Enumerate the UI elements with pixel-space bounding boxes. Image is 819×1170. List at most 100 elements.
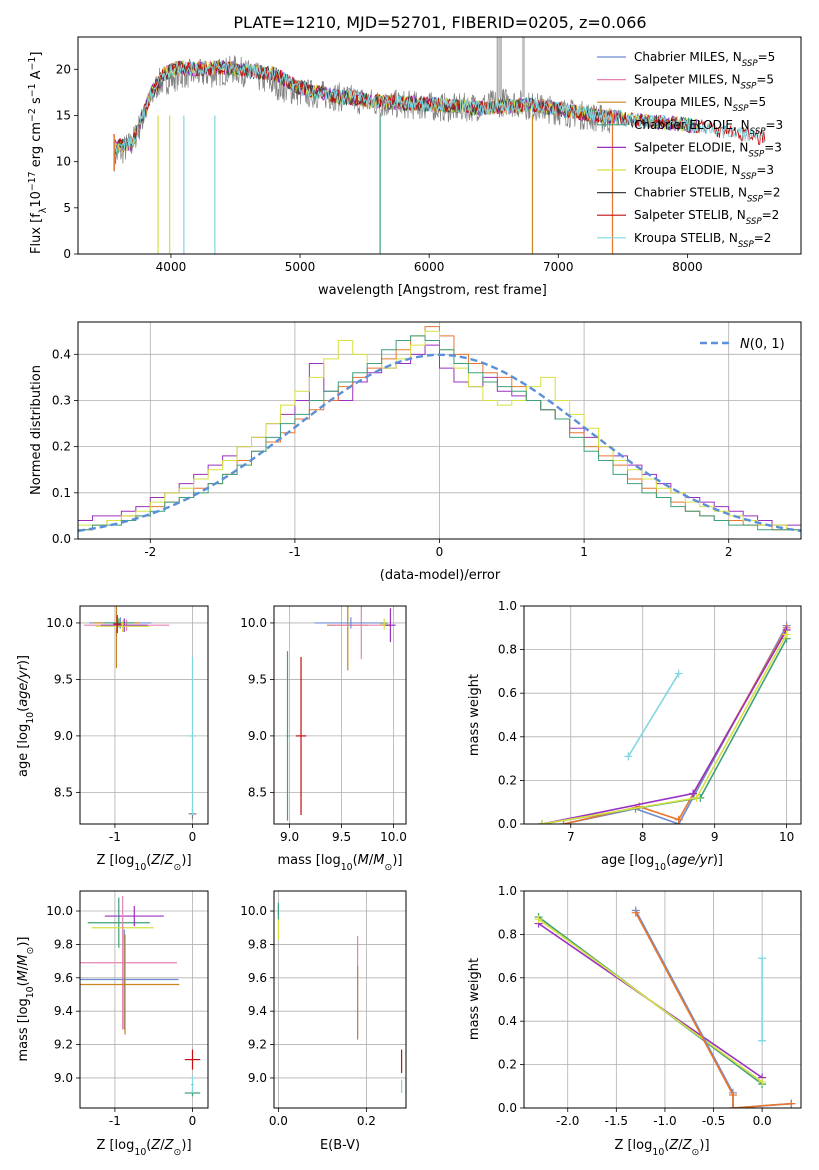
y-tick-label: 0.4 [498,730,517,744]
model-spectrum-line [113,59,766,156]
series-line [635,912,792,1108]
y-tick-label: 0 [63,247,71,261]
y-tick-label: 9.0 [248,729,267,743]
x-axis-label: age [log10(age/yr)] [601,853,723,873]
x-tick-label: 4000 [156,260,187,274]
x-tick-label: 0 [189,1114,197,1128]
axes-frame [273,890,407,1109]
x-tick-label: -1 [109,830,121,844]
y-tick-label: 0.4 [498,1014,517,1028]
y-tick-label: 0.0 [498,817,517,831]
y-tick-label: 9.0 [248,1071,267,1085]
data-point-marker [537,820,546,824]
y-tick-label: 9.6 [248,971,267,985]
y-tick-label: 9.4 [248,1004,267,1018]
legend-entry: Chabrier STELIB, NSSP=2 [634,186,781,205]
legend-entry: Kroupa STELIB, NSSP=2 [634,231,771,250]
y-tick-label: 0.8 [498,643,517,657]
mass-vs-z-panel-plot-area [80,891,208,1108]
y-tick-label: 9.8 [54,937,73,951]
data-point-marker [787,1099,796,1108]
y-tick-label: 0.2 [498,773,517,787]
x-tick-label: -1.0 [653,1114,676,1128]
y-tick-label: 10 [56,155,71,169]
axes-frame [77,321,802,540]
sky-residual-spike [498,37,503,98]
axes-frame [77,36,802,255]
data-point-marker [782,630,791,639]
legend-entry: Kroupa ELODIE, NSSP=3 [634,163,774,182]
x-tick-label: -1 [289,545,301,559]
legend-entry: Salpeter ELODIE, NSSP=3 [634,140,782,159]
data-point-marker [728,1090,737,1099]
x-tick-label: -2 [144,545,156,559]
y-tick-label: 5 [63,201,71,215]
mass-vs-ebv-panel-plot-area [274,891,406,1108]
x-tick-label: 8000 [672,260,703,274]
y-axis-label: Flux [fλ10−17 erg cm−2 s−1 A−1] [27,52,49,254]
axes-frame [523,605,802,825]
x-axis-label: E(B-V) [320,1138,360,1153]
spectrum-panel: 4000 5000 6000 7000 8000 0 5 10 15 20 [56,36,802,274]
series-line [538,918,763,1083]
spectrum-panel-plot-area [113,37,766,254]
mass-vs-ebv-panel: 0.0 0.2 9.0 9.2 9.4 9.6 9.8 10.0 [240,890,407,1128]
x-tick-label: 0 [436,545,444,559]
x-tick-label: 6000 [414,260,445,274]
y-tick-label: 9.0 [54,729,73,743]
data-point-marker [758,1077,767,1086]
series-line [541,638,788,824]
series-line [541,629,788,824]
axes-frame [79,605,209,825]
data-point-marker [624,752,633,761]
mass-weight-vs-z-panel-plot-area [524,891,801,1108]
legend-entry: Chabrier ELODIE, NSSP=3 [634,118,783,137]
x-tick-label: 7000 [543,260,574,274]
y-tick-label: 9.6 [54,971,73,985]
x-tick-label: 0.2 [357,1114,376,1128]
data-point-marker [758,954,767,963]
x-tick-label: 8 [639,830,647,844]
age-vs-mass-panel: 9.0 9.5 10.0 8.5 9.0 9.5 10.0 [240,605,407,844]
y-axis-label: Normed distribution [29,365,44,495]
age-vs-mass-panel-plot-area [274,606,406,824]
x-tick-label: 0.0 [269,1114,288,1128]
axes-frame [79,890,209,1109]
legend-entry: Chabrier MILES, NSSP=5 [634,50,775,69]
y-tick-label: 0.1 [52,486,71,500]
x-tick-label: -2.0 [556,1114,579,1128]
x-tick-label: -1.5 [605,1114,628,1128]
legend: Chabrier MILES, NSSP=5 Salpeter MILES, NS… [597,50,783,250]
y-axis-label: mass weight [467,958,482,1040]
legend: N(0, 1) [700,337,785,352]
axes-frame [273,605,407,825]
legend-entry: N(0, 1) [740,337,785,352]
mass-weight-vs-age-panel-plot-area [524,606,801,824]
data-point-marker [534,915,543,924]
data-point-marker [674,669,683,678]
data-point-marker [689,789,698,798]
y-tick-label: 0.3 [52,393,71,407]
x-axis-label: Z [log10(Z/Z⊙)] [614,1138,709,1158]
y-tick-label: 9.4 [54,1004,73,1018]
y-tick-label: 8.5 [54,785,73,799]
y-tick-label: 0.0 [52,532,71,546]
x-tick-label: -0.5 [702,1114,725,1128]
x-tick-label: 9 [711,830,719,844]
x-axis-label: (data-model)/error [380,568,501,583]
y-axis-label: mass [log10(M/M⊙)] [16,937,36,1062]
x-tick-label: 0 [189,830,197,844]
y-tick-label: 15 [56,108,71,122]
x-tick-label: 0.0 [753,1114,772,1128]
x-tick-label: 10.0 [380,830,407,844]
y-tick-label: 10.0 [240,616,267,630]
x-tick-label: 7 [567,830,575,844]
histogram-step [78,335,801,531]
x-tick-label: 1 [580,545,588,559]
data-point-marker [692,793,701,802]
x-axis-label: wavelength [Angstrom, rest frame] [318,283,547,298]
x-tick-label: 9.0 [280,830,299,844]
axes-frame [523,890,802,1109]
y-tick-label: 0.2 [52,440,71,454]
